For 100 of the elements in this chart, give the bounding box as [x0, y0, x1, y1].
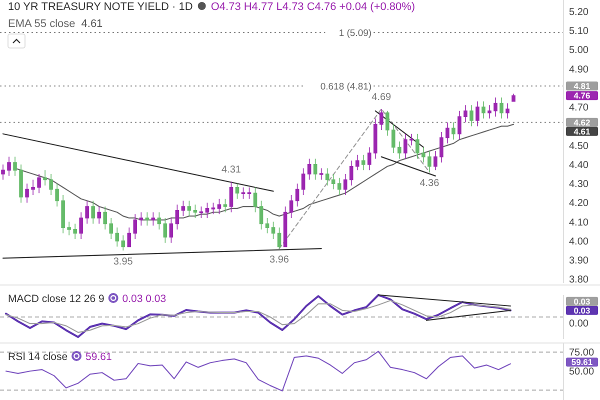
candlestick — [127, 227, 132, 248]
text: EMA 55 close — [8, 18, 76, 30]
candlestick — [217, 198, 222, 215]
candlestick — [355, 154, 360, 171]
candlestick — [319, 168, 324, 180]
candlestick — [223, 198, 228, 213]
annotation: 4.69 — [372, 92, 392, 103]
candlestick — [43, 170, 47, 186]
y-tick-label: 5.10 — [569, 26, 589, 38]
candlestick — [325, 168, 330, 186]
candlestick — [133, 214, 138, 240]
y-tick-label: 3.80 — [569, 274, 589, 286]
candlestick — [55, 183, 59, 207]
text: 0.03 — [574, 296, 591, 306]
candlestick — [13, 156, 17, 176]
text: 4.76 — [574, 90, 591, 101]
candlestick — [476, 100, 480, 127]
annotation: 4.61 — [81, 18, 103, 30]
candlestick — [97, 206, 101, 224]
y-tick-label: 4.70 — [569, 102, 589, 114]
candlestick — [91, 200, 95, 224]
candlestick — [367, 146, 372, 171]
candlestick — [187, 200, 192, 216]
candlestick — [488, 104, 492, 119]
candlestick — [458, 110, 462, 140]
annotation: 3.96 — [270, 254, 290, 266]
candlestick — [404, 133, 408, 160]
candlestick — [145, 212, 150, 226]
ref-line-label: 0.00 — [569, 318, 589, 330]
candlestick — [1, 164, 5, 180]
candlestick — [139, 212, 144, 226]
chart-title: MACD close 12 26 9 — [8, 293, 104, 305]
y-tick-label: 4.10 — [569, 217, 589, 228]
y-tick-label: 4.50 — [569, 140, 589, 152]
chart-title: 10 YR TREASURY NOTE YIELD · 1D — [8, 1, 193, 13]
candlestick — [151, 212, 156, 226]
annotation: 0.03 0.03 — [122, 293, 166, 305]
annotation: 4.31 — [221, 164, 242, 176]
line-series — [14, 124, 514, 220]
y-tick-label: 3.90 — [569, 256, 589, 267]
annotation: 1 (5.09) — [338, 28, 372, 39]
candlestick — [79, 212, 83, 240]
candlestick — [7, 156, 11, 176]
ref-line-label: 4.81 — [574, 81, 591, 92]
candlestick — [61, 194, 65, 234]
ref-line-label: 4.62 — [574, 117, 591, 128]
candlestick — [37, 174, 41, 194]
candlestick — [205, 202, 210, 218]
annotation: 4.36 — [420, 178, 440, 190]
candlestick — [410, 133, 414, 146]
y-tick-label: 4.00 — [569, 236, 589, 248]
candlestick — [193, 204, 198, 218]
candlestick — [121, 234, 126, 251]
candlestick — [373, 118, 378, 160]
candlestick — [67, 221, 71, 236]
candlestick — [85, 200, 89, 224]
candlestick — [416, 133, 420, 160]
candlestick — [109, 218, 114, 240]
candlestick — [440, 132, 444, 163]
text: RSI 14 close — [8, 351, 68, 363]
annotation: 59.61 — [86, 351, 112, 363]
annotation: O4.73 H4.77 L4.73 C4.76 +0.04 (+0.80%) — [210, 1, 416, 13]
candlestick — [49, 174, 53, 196]
candlestick — [271, 221, 276, 240]
y-tick-label: 4.30 — [569, 179, 589, 190]
text: 0.03 — [574, 305, 591, 316]
candlestick — [181, 200, 186, 216]
candlestick — [422, 146, 426, 163]
candlestick — [25, 183, 29, 204]
candlestick — [19, 164, 23, 204]
candlestick — [331, 174, 336, 190]
candlestick — [434, 150, 438, 171]
candlestick — [199, 206, 204, 218]
candlestick — [241, 186, 246, 200]
candlestick — [428, 150, 432, 172]
text: 59.61 — [571, 357, 593, 368]
candlestick — [446, 122, 450, 144]
y-tick-label: 5.20 — [569, 6, 589, 18]
line-series — [5, 350, 512, 392]
y-tick-label: 4.20 — [569, 198, 589, 210]
candlestick — [211, 202, 216, 215]
candlestick — [103, 206, 108, 230]
candlestick — [385, 110, 390, 136]
candlestick — [361, 154, 366, 171]
y-tick-label: 50.00 — [569, 366, 594, 378]
candlestick — [494, 97, 498, 118]
candlestick — [506, 102, 510, 119]
candlestick — [397, 141, 402, 160]
annotation: 3.95 — [113, 256, 134, 268]
candlestick — [337, 177, 342, 196]
y-tick-label: 5.00 — [569, 45, 589, 56]
candlestick — [235, 183, 240, 200]
candlestick — [115, 227, 120, 248]
candlestick — [73, 223, 77, 240]
text: 4.61 — [574, 126, 590, 136]
y-tick-label: 4.90 — [569, 64, 589, 76]
candlestick — [157, 212, 162, 230]
candlestick — [379, 108, 384, 130]
annotation: 0.618 (4.81) — [320, 81, 372, 92]
candlestick — [265, 218, 270, 234]
